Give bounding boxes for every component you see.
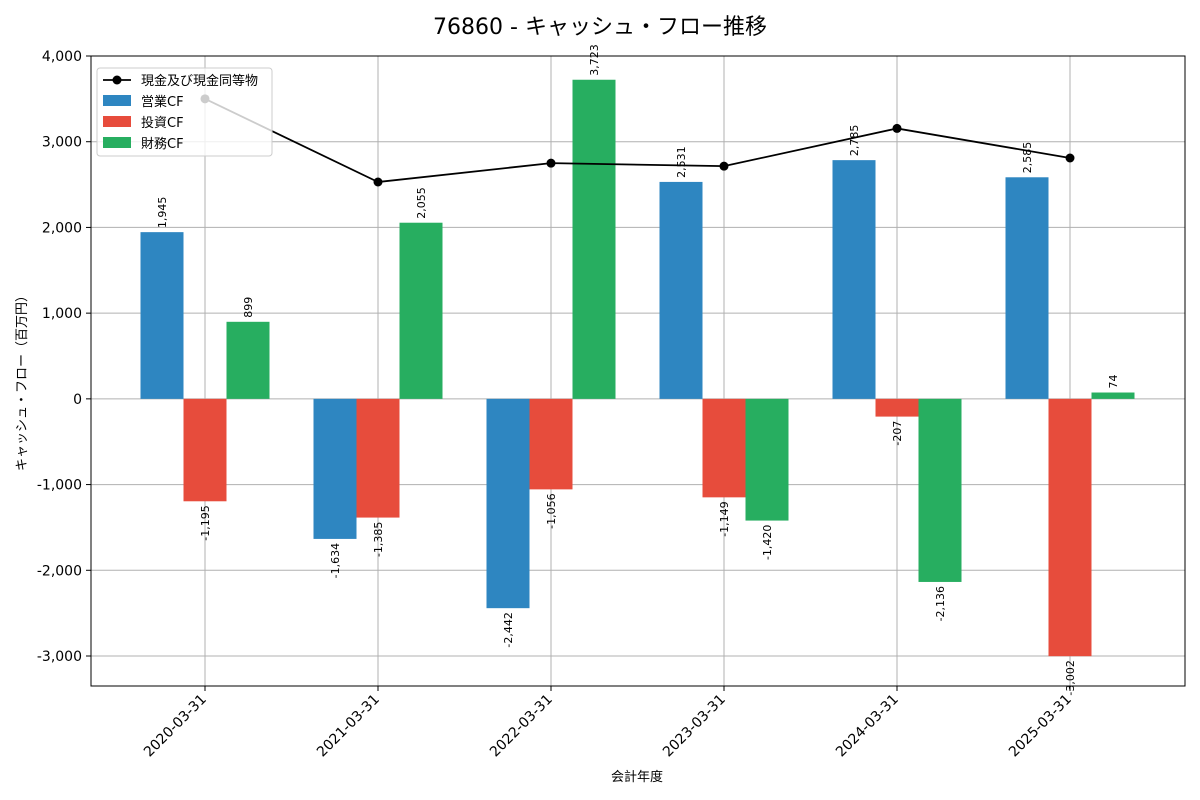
y-tick-label: 2,000 — [42, 220, 82, 236]
cash-point — [719, 161, 729, 171]
bar-value-label: -2,136 — [934, 586, 947, 621]
plot-frame — [90, 55, 1186, 687]
bar-value-label: -3,002 — [1064, 660, 1077, 695]
legend-label: 現金及び現金同等物 — [141, 73, 258, 89]
chart-title: 76860 - キャッシュ・フロー推移 — [433, 15, 767, 40]
y-tick-label: 3,000 — [42, 135, 82, 151]
y-tick-label: -2,000 — [37, 563, 82, 579]
y-tick-label: 0 — [73, 392, 82, 408]
bar-value-label: -1,634 — [329, 543, 342, 578]
legend-box — [96, 67, 273, 157]
bar-investing-cf — [702, 398, 746, 498]
cash-point — [892, 123, 902, 133]
legend-bar-swatch — [103, 95, 131, 106]
bar-operating-cf — [659, 181, 703, 399]
cash-line — [204, 98, 1071, 183]
legend-label: 財務CF — [141, 137, 184, 152]
y-tick-label: -3,000 — [37, 649, 82, 665]
bar-value-label: -207 — [891, 421, 904, 446]
bar-investing-cf — [529, 398, 573, 490]
bar-value-label: -1,056 — [545, 493, 558, 528]
legend-bar-swatch — [103, 116, 131, 127]
bar-financing-cf — [226, 321, 270, 399]
bar-financing-cf — [1091, 392, 1135, 399]
bar-operating-cf — [140, 232, 184, 399]
bar-value-label: 2,585 — [1021, 142, 1034, 174]
cash-point — [373, 177, 383, 187]
bar-investing-cf — [1048, 398, 1092, 657]
data-label-layer: 1,945 -1,634 -2,442 2,531 2,785 2,585 -1,195 -1… — [156, 44, 1120, 695]
x-axis-label: 会計年度 — [611, 769, 663, 785]
y-tick-label: -1,000 — [37, 478, 82, 494]
bar-financing-cf — [745, 398, 789, 521]
bar-value-label: -1,195 — [199, 505, 212, 540]
bar-financing-cf — [399, 222, 443, 399]
bar-investing-cf — [183, 398, 227, 502]
legend-label: 営業CF — [141, 94, 184, 110]
bar-value-label: 3,723 — [588, 44, 601, 76]
bar-value-label: -1,149 — [718, 501, 731, 536]
legend-bar-swatch — [103, 137, 131, 148]
bar-financing-cf — [572, 79, 616, 399]
bar-value-label: 2,531 — [675, 146, 688, 178]
bar-value-label: -1,420 — [761, 525, 774, 560]
bar-value-label: 899 — [242, 297, 255, 318]
bar-value-label: -2,442 — [502, 612, 515, 647]
bar-operating-cf — [832, 160, 876, 399]
bar-operating-cf — [1005, 177, 1049, 399]
legend-label: 投資CF — [141, 115, 184, 131]
cash-point — [1065, 153, 1075, 163]
bar-investing-cf — [356, 398, 400, 518]
bar-value-label: 74 — [1107, 375, 1120, 389]
cash-point — [546, 158, 556, 168]
bar-financing-cf — [918, 398, 962, 582]
bar-layer — [140, 79, 1135, 657]
bar-value-label: 1,945 — [156, 197, 169, 229]
bar-operating-cf — [486, 398, 530, 609]
bar-value-label: -1,385 — [372, 522, 385, 557]
bar-value-label: 2,055 — [415, 187, 428, 219]
bar-operating-cf — [313, 398, 357, 539]
y-axis-label: キャッシュ・フロー（百万円） — [15, 289, 30, 471]
y-tick-label: 4,000 — [42, 49, 82, 65]
y-tick-label: 1,000 — [42, 306, 82, 322]
bar-investing-cf — [875, 398, 919, 417]
bar-value-label: 2,785 — [848, 125, 861, 157]
legend-line-marker — [112, 75, 122, 85]
